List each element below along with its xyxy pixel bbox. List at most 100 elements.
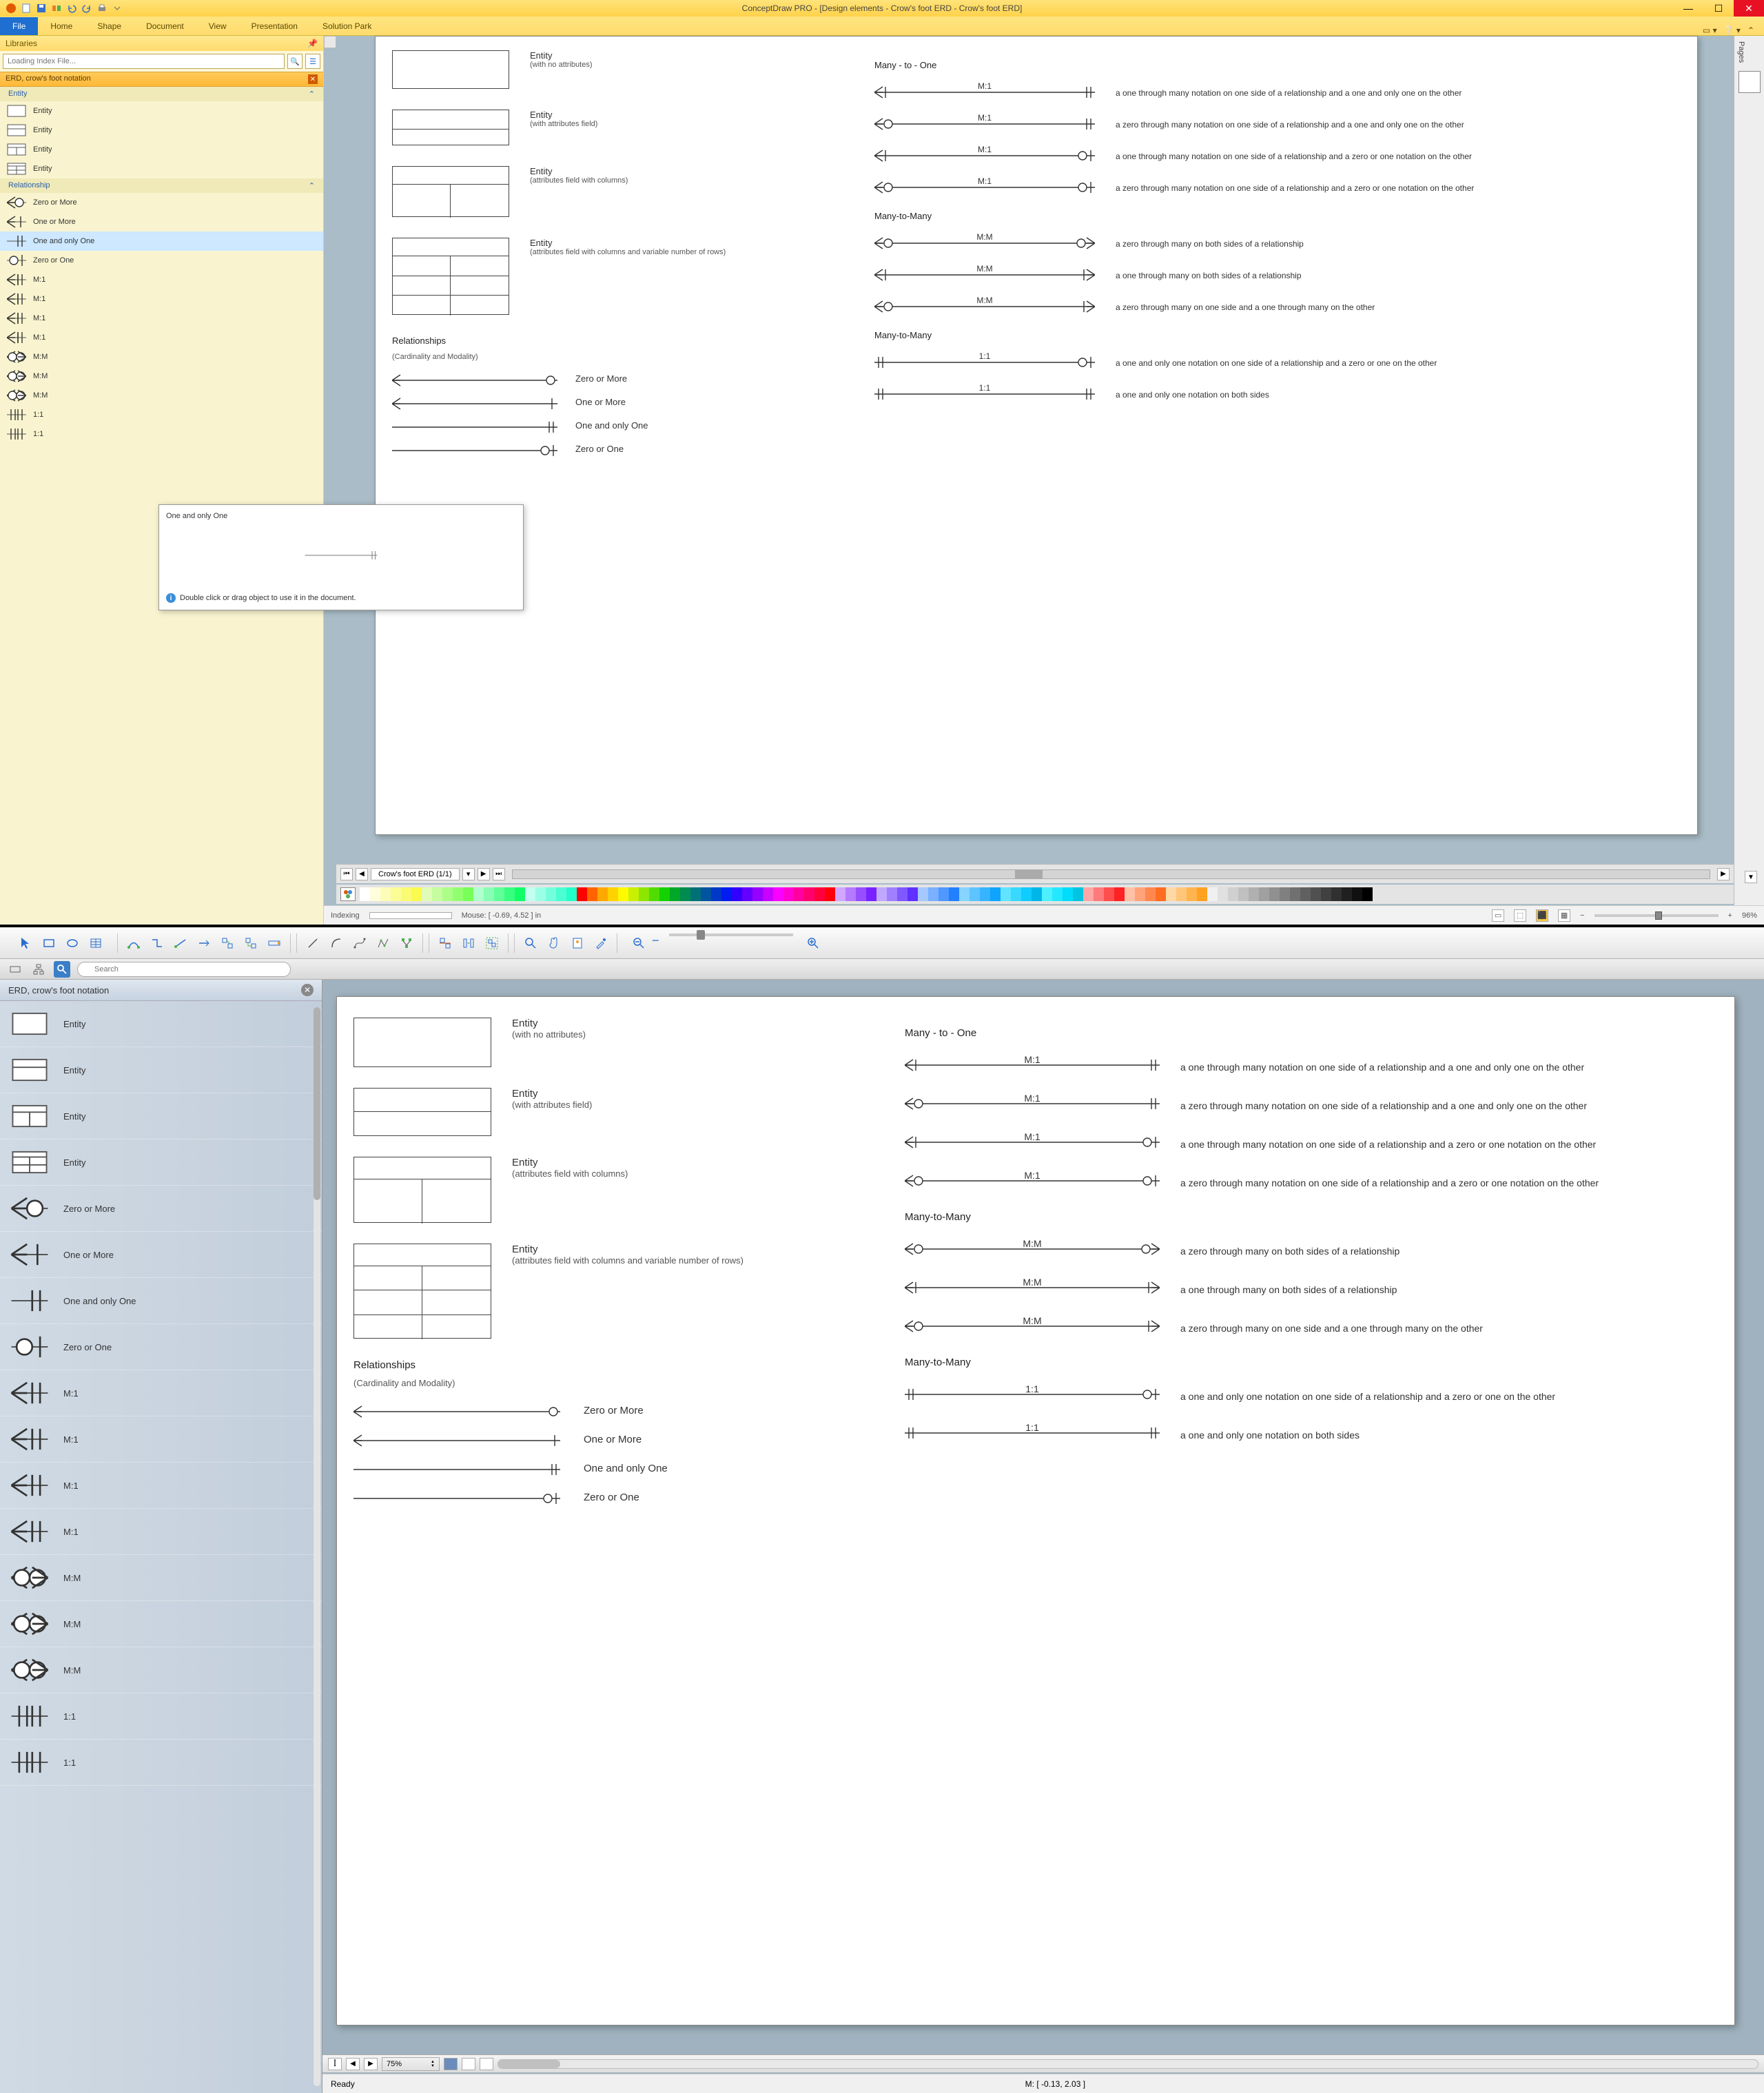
lib-item[interactable]: M:M bbox=[0, 1601, 322, 1647]
color-swatch[interactable] bbox=[1342, 887, 1352, 901]
lib-item[interactable]: M:1 bbox=[0, 1509, 322, 1555]
mac-document-page[interactable]: Entity(with no attributes)Entity(with at… bbox=[336, 996, 1735, 2025]
color-swatch[interactable] bbox=[608, 887, 618, 901]
color-swatch[interactable] bbox=[442, 887, 453, 901]
lib-item-entity[interactable]: Entity bbox=[0, 140, 323, 159]
color-swatch[interactable] bbox=[1001, 887, 1011, 901]
lib-item[interactable]: One and only One bbox=[0, 1278, 322, 1324]
mac-search-input[interactable] bbox=[77, 962, 291, 977]
lib-item[interactable]: M:1 bbox=[0, 1370, 322, 1416]
layout-toggle-3[interactable] bbox=[480, 2058, 493, 2070]
color-swatch[interactable] bbox=[939, 887, 949, 901]
libraries-search-input[interactable] bbox=[3, 54, 285, 69]
tab-next-icon[interactable]: ▶ bbox=[478, 868, 490, 880]
rect-tool-icon[interactable] bbox=[39, 934, 59, 953]
color-swatch[interactable] bbox=[1063, 887, 1073, 901]
color-swatch[interactable] bbox=[484, 887, 494, 901]
lib-item[interactable]: M:1 bbox=[0, 1416, 322, 1463]
color-swatch[interactable] bbox=[1114, 887, 1125, 901]
color-swatch[interactable] bbox=[535, 887, 546, 901]
page-thumbnail[interactable] bbox=[1739, 71, 1761, 93]
connector4-icon[interactable] bbox=[194, 934, 214, 953]
lib-item[interactable]: M:M bbox=[0, 1555, 322, 1601]
table-tool-icon[interactable] bbox=[85, 934, 106, 953]
color-swatch[interactable] bbox=[1238, 887, 1249, 901]
group-relationship[interactable]: Relationship ⌃ bbox=[0, 178, 323, 193]
color-swatch[interactable] bbox=[494, 887, 504, 901]
color-swatch[interactable] bbox=[525, 887, 535, 901]
zoom-in-icon[interactable] bbox=[803, 934, 823, 953]
color-swatch[interactable] bbox=[391, 887, 401, 901]
connector6-icon[interactable] bbox=[240, 934, 261, 953]
color-swatch[interactable] bbox=[742, 887, 752, 901]
lib-item-relationship[interactable]: One or More bbox=[0, 212, 323, 231]
lib-item[interactable]: 1:1 bbox=[0, 1740, 322, 1786]
lib-item[interactable]: Entity bbox=[0, 1047, 322, 1093]
color-swatch[interactable] bbox=[825, 887, 835, 901]
lib-item[interactable]: Zero or More bbox=[0, 1186, 322, 1232]
collapse-ribbon-icon[interactable]: ⌃ bbox=[1747, 25, 1754, 35]
color-swatch[interactable] bbox=[1125, 887, 1135, 901]
color-swatch[interactable] bbox=[1104, 887, 1114, 901]
color-swatch[interactable] bbox=[1176, 887, 1187, 901]
help-icon[interactable]: ❔ ▾ bbox=[1724, 25, 1741, 35]
save-icon[interactable] bbox=[36, 3, 47, 14]
page-tab[interactable]: Crow's foot ERD (1/1) bbox=[371, 868, 460, 880]
color-swatch[interactable] bbox=[1156, 887, 1166, 901]
color-swatch[interactable] bbox=[473, 887, 484, 901]
polyline-tool-icon[interactable] bbox=[373, 934, 393, 953]
lib-item-relationship[interactable]: Zero or More bbox=[0, 193, 323, 212]
zoom-slider[interactable] bbox=[669, 934, 793, 936]
ellipse-tool-icon[interactable] bbox=[62, 934, 83, 953]
zoom-out-icon[interactable] bbox=[628, 934, 649, 953]
align-icon[interactable] bbox=[435, 934, 455, 953]
lib-item-relationship[interactable]: M:1 bbox=[0, 289, 323, 309]
color-swatch[interactable] bbox=[1362, 887, 1373, 901]
sb-mode3-icon[interactable]: ⬛ bbox=[1536, 909, 1548, 922]
minimize-button[interactable]: — bbox=[1673, 0, 1703, 17]
color-swatch[interactable] bbox=[401, 887, 411, 901]
color-swatch[interactable] bbox=[887, 887, 897, 901]
color-swatch[interactable] bbox=[1331, 887, 1342, 901]
close-library-icon[interactable]: ✕ bbox=[308, 74, 318, 84]
zoom-input[interactable]: 75% ▲▼ bbox=[382, 2057, 440, 2071]
tab-prev-icon[interactable]: ◀ bbox=[356, 868, 368, 880]
scroll-right-icon[interactable]: ▶ bbox=[1717, 868, 1730, 880]
lib-item-relationship[interactable]: 1:1 bbox=[0, 405, 323, 424]
color-swatch[interactable] bbox=[876, 887, 887, 901]
close-library-icon[interactable]: ✕ bbox=[301, 984, 314, 996]
lib-item[interactable]: M:1 bbox=[0, 1463, 322, 1509]
lib-item[interactable]: Entity bbox=[0, 1093, 322, 1140]
ribbon-tab-view[interactable]: View bbox=[196, 17, 239, 35]
lib-item-entity[interactable]: Entity bbox=[0, 101, 323, 121]
page-next-icon[interactable]: ▶ bbox=[364, 2058, 378, 2070]
eyedropper-icon[interactable] bbox=[591, 934, 611, 953]
color-swatch[interactable] bbox=[711, 887, 721, 901]
color-swatch[interactable] bbox=[1197, 887, 1207, 901]
library-section-title[interactable]: ERD, crow's foot notation ✕ bbox=[0, 72, 323, 87]
color-swatch[interactable] bbox=[835, 887, 845, 901]
color-swatch[interactable] bbox=[721, 887, 732, 901]
scroll-down-icon[interactable]: ▼ bbox=[1745, 871, 1757, 883]
color-swatch[interactable] bbox=[556, 887, 566, 901]
color-swatch[interactable] bbox=[1321, 887, 1331, 901]
color-swatch[interactable] bbox=[453, 887, 463, 901]
page-first-icon[interactable]: ◀ bbox=[346, 2058, 360, 2070]
lib-item-relationship[interactable]: Zero or One bbox=[0, 251, 323, 270]
color-swatch[interactable] bbox=[690, 887, 701, 901]
color-swatch[interactable] bbox=[422, 887, 432, 901]
color-swatch[interactable] bbox=[701, 887, 711, 901]
zoom-stepper[interactable]: ▲▼ bbox=[431, 2060, 435, 2068]
color-swatch[interactable] bbox=[411, 887, 422, 901]
group-icon[interactable] bbox=[482, 934, 502, 953]
page-split-icon[interactable]: ⫿ bbox=[328, 2058, 342, 2070]
layout-toggle-2[interactable] bbox=[462, 2058, 475, 2070]
sb-mode4-icon[interactable]: ▦ bbox=[1558, 909, 1570, 922]
lib-item[interactable]: Zero or One bbox=[0, 1324, 322, 1370]
color-swatch[interactable] bbox=[763, 887, 773, 901]
multi-icon[interactable] bbox=[51, 3, 62, 14]
group-entity[interactable]: Entity ⌃ bbox=[0, 87, 323, 101]
print-icon[interactable] bbox=[96, 3, 107, 14]
horizontal-scrollbar[interactable] bbox=[498, 2059, 1758, 2069]
distribute-icon[interactable] bbox=[458, 934, 479, 953]
